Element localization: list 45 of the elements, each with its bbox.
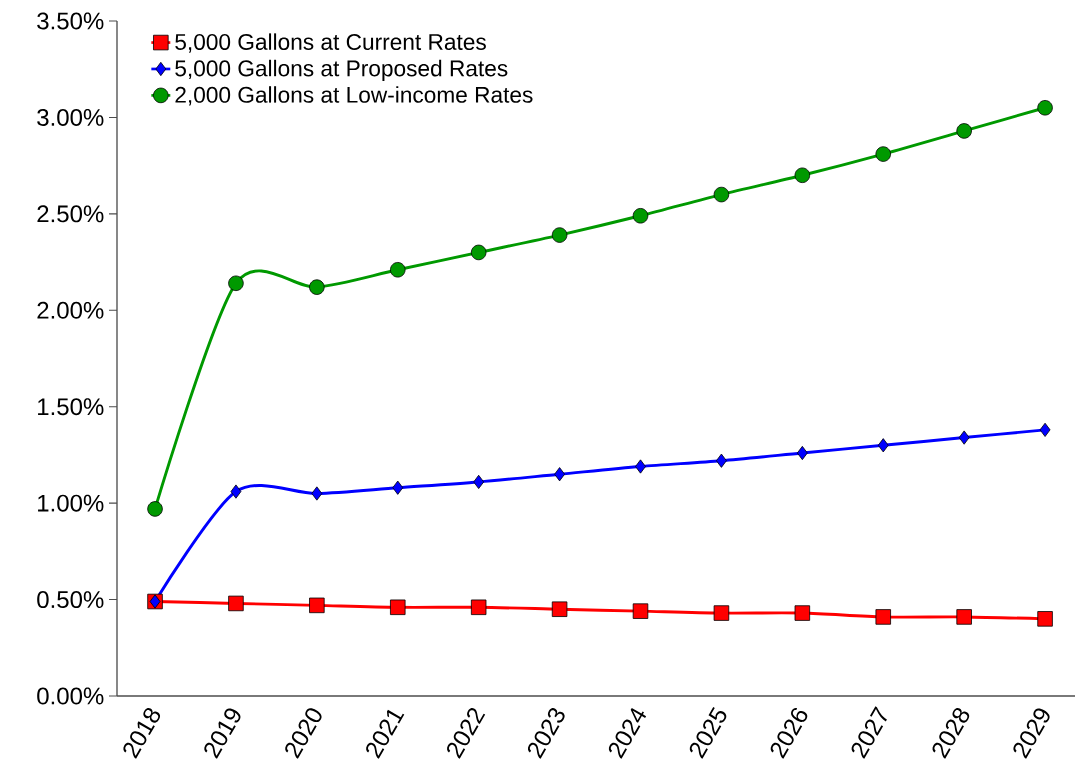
point [554,467,565,482]
point [877,438,889,453]
point [956,609,972,625]
point [1037,611,1053,627]
y-tick-label: 0.00% [37,687,104,705]
point [956,123,972,139]
point [470,244,487,261]
y-tick-label: 3.50% [37,12,104,30]
point [794,605,811,621]
point [716,453,727,468]
y-tick-label: 3.00% [37,108,104,126]
point [632,208,649,224]
point [713,605,730,621]
point [551,601,568,617]
point [390,599,406,616]
point [1039,422,1051,437]
point [632,603,649,619]
point [796,445,808,461]
y-tick-label: 2.00% [37,301,104,319]
y-tick-label: 1.00% [38,494,104,512]
legend-label: 5,000 Gallons at Proposed Rates [175,59,508,81]
point [230,484,242,499]
legend-label: 5,000 Gallons at Current Rates [175,33,486,53]
point [794,167,811,184]
point [1037,100,1053,116]
point [713,186,730,203]
point [309,279,325,295]
point [470,599,487,616]
point [875,609,891,625]
point [875,146,891,162]
point [473,474,485,489]
y-tick-label: 0.50% [37,591,104,609]
y-tick-label: 1.50% [38,398,104,416]
point [958,430,970,445]
point [228,595,244,612]
point [551,227,568,243]
point [392,480,404,495]
point [390,262,406,278]
legend-label: 2,000 Gallons at Low-income Rates [175,86,533,106]
point [309,597,325,614]
point [635,459,646,474]
point [228,275,244,292]
point [147,501,163,517]
y-tick-label: 2.50% [37,205,104,223]
point [311,486,323,501]
